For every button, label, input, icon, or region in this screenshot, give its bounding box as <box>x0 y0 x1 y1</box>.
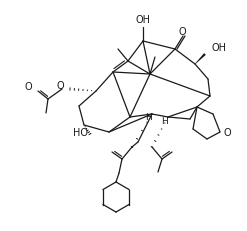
Text: O: O <box>178 27 186 37</box>
Text: H: H <box>145 113 151 122</box>
Text: H: H <box>162 117 168 126</box>
Text: HO: HO <box>73 128 88 137</box>
Text: OH: OH <box>212 43 227 53</box>
Text: O: O <box>56 81 64 91</box>
Text: O: O <box>24 82 32 92</box>
Text: O: O <box>224 128 232 137</box>
Polygon shape <box>195 54 206 65</box>
Text: OH: OH <box>136 15 150 25</box>
